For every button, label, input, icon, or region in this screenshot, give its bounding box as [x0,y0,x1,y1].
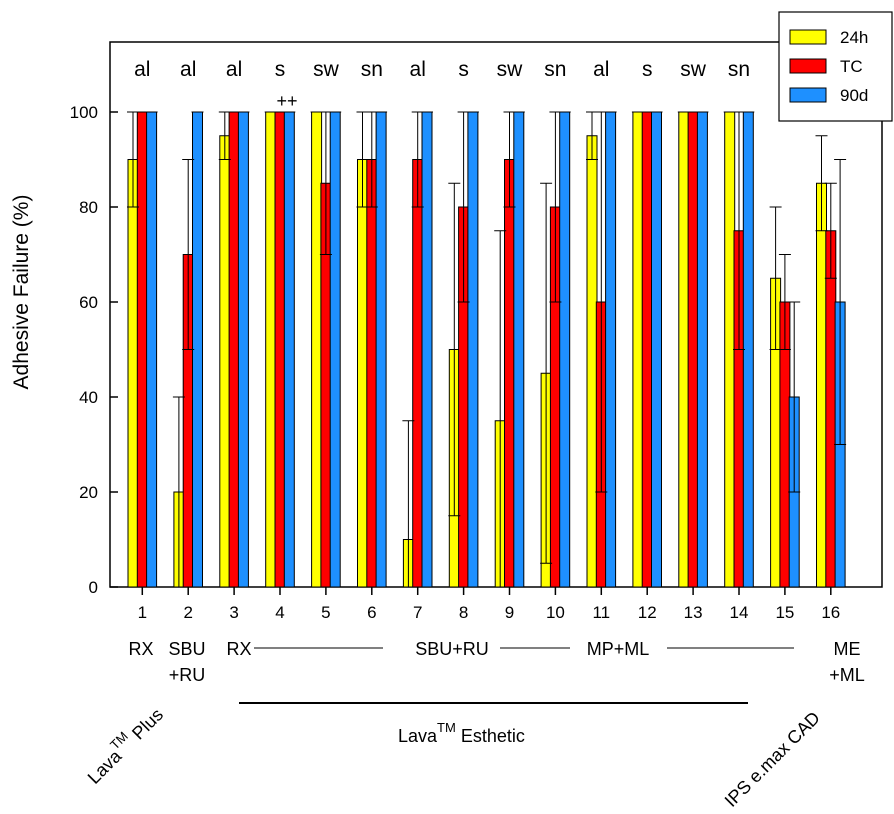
bar-tc-16 [825,230,837,588]
bar-tc-1 [136,111,148,588]
y-axis-label: Adhesive Failure (%) [10,195,33,390]
x-tick-label-6: 6 [367,603,376,622]
bar-tc-3 [228,111,240,588]
top-label-4: s [275,58,286,81]
material-label-ips-emax: IPS e.max CAD [721,708,824,811]
treatment-label-sbu-ru-7: SBU+RU [415,639,489,659]
top-label-14: sn [728,58,750,81]
bar-24h-16 [816,182,827,588]
legend: 24h TC 90d [778,11,893,122]
legend-label-90d: 90d [840,86,868,105]
svg-text:LavaTMPlus: LavaTMPlus [79,700,167,788]
lava-plus-text: Lava [84,745,126,787]
legend-swatch-tc [789,58,827,74]
material-label-lava-esthetic: LavaTM Esthetic [398,720,525,746]
bar-90d-13 [696,111,708,588]
y-tick-label-60: 60 [79,293,98,312]
bar-24h-5 [311,111,323,588]
treatment-label-me-16: ME [834,639,861,659]
top-label-6: sn [361,58,383,81]
bar-24h-12 [632,111,644,588]
x-tick-label-5: 5 [321,603,330,622]
bar-90d-8 [467,111,479,588]
bar-series-group [127,111,846,588]
top-label-3: al [226,58,242,81]
y-tick-label-20: 20 [79,483,98,502]
top-label-12: s [642,58,653,81]
bar-90d-5 [329,111,341,588]
x-tick-label-11: 11 [592,603,610,622]
top-label-8: s [458,58,469,81]
top-label-13: sw [680,58,707,81]
x-tick-label-1: 1 [138,603,147,622]
x-tick-label-12: 12 [638,603,657,622]
x-tick-label-4: 4 [275,603,284,622]
bar-90d-10 [559,111,571,588]
bar-tc-6 [366,159,378,588]
annotation-marker: ++ [276,91,297,111]
x-tick-label-15: 15 [775,603,794,622]
x-tick-label-13: 13 [684,603,703,622]
y-tick-label-80: 80 [79,198,98,217]
bar-90d-7 [421,111,433,588]
x-tick-label-3: 3 [229,603,238,622]
lava-esthetic-superscript: TM [437,720,456,735]
y-tick-label-100: 100 [70,103,98,122]
y-tick-label-40: 40 [79,388,98,407]
bar-tc-13 [687,111,699,588]
legend-swatch-90d [789,87,827,103]
x-axis-ticks: 1 2 3 4 5 6 7 8 9 10 11 12 13 14 15 16 [138,587,840,622]
material-label-lava-plus: LavaTMPlus [79,700,167,788]
treatment-label-mp-ml-11: MP+ML [587,639,650,659]
treatment-label-sbu-2: SBU [168,639,205,659]
treatment-label-ml-16: +ML [829,665,865,685]
bar-90d-9 [513,111,525,588]
top-label-9: sw [497,58,524,81]
top-labels-group: al al al s sw sn al s sw sn al s sw sn [134,58,750,81]
top-label-1: al [134,58,150,81]
x-tick-label-8: 8 [459,603,468,622]
bar-90d-6 [375,111,387,588]
x-tick-label-2: 2 [183,603,192,622]
x-tick-label-16: 16 [821,603,840,622]
bar-90d-12 [651,111,662,588]
legend-items: 24h TC 90d [789,28,868,105]
bar-90d-3 [237,111,249,588]
top-label-2: al [180,58,196,81]
error-bars-group [127,111,847,588]
top-label-11: al [593,58,609,81]
treatment-label-rx-3: RX [226,639,251,659]
bar-24h-6 [357,159,368,588]
bar-tc-12 [641,111,653,588]
y-axis: 0 20 40 60 80 100 [70,103,118,597]
bar-tc-9 [504,159,515,588]
lava-plus-suffix: Plus [128,705,167,744]
legend-label-tc: TC [840,57,863,76]
bar-24h-3 [219,135,231,588]
legend-label-24h: 24h [840,28,868,47]
bar-90d-4 [283,111,295,588]
treatment-label-ru-2: +RU [169,665,206,685]
y-tick-label-0: 0 [89,578,98,597]
top-label-10: sn [544,58,566,81]
treatment-label-rx-1: RX [128,639,153,659]
top-label-5: sw [313,58,340,81]
top-label-7: al [410,58,426,81]
x-tick-label-10: 10 [546,603,565,622]
bar-tc-7 [412,159,424,588]
bar-24h-4 [265,111,277,588]
lava-esthetic-text: Lava [398,726,438,746]
bar-24h-13 [678,111,690,588]
x-tick-label-9: 9 [505,603,514,622]
legend-swatch-24h [789,29,827,45]
bar-90d-11 [605,111,617,588]
lava-esthetic-suffix: Esthetic [461,726,525,746]
bar-24h-11 [586,135,598,588]
bar-24h-1 [127,159,139,588]
x-tick-label-7: 7 [413,603,422,622]
bar-90d-1 [146,111,158,588]
bar-tc-4 [274,111,286,588]
x-tick-label-14: 14 [730,603,749,622]
